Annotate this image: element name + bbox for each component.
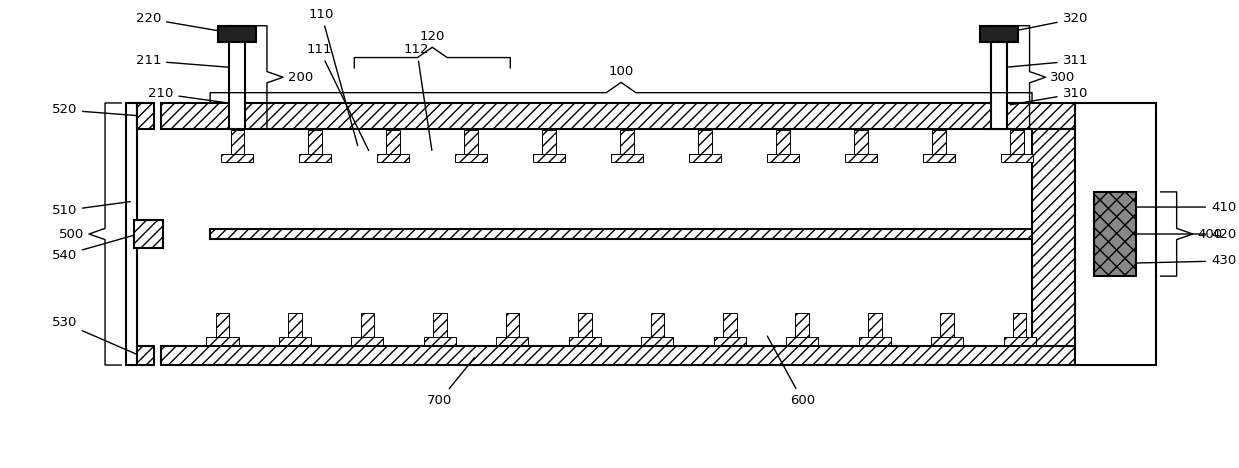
Text: 311: 311	[1002, 54, 1088, 67]
Bar	[1011, 130, 1023, 154]
Bar	[689, 154, 721, 162]
Bar	[1032, 129, 1075, 346]
Bar	[377, 154, 409, 162]
Bar	[161, 346, 1075, 365]
Text: 220: 220	[135, 12, 234, 33]
Text: 111: 111	[306, 43, 369, 151]
Bar	[279, 337, 311, 345]
Text: 320: 320	[1002, 12, 1088, 33]
Bar	[533, 154, 565, 162]
Bar	[289, 313, 302, 337]
Bar	[230, 130, 244, 154]
Text: 300: 300	[1051, 71, 1075, 84]
Bar	[161, 103, 1075, 129]
Text: 120: 120	[420, 29, 445, 43]
Bar	[940, 313, 954, 337]
Bar	[932, 337, 963, 345]
Bar	[465, 130, 478, 154]
Text: 310: 310	[1010, 87, 1088, 105]
Text: 110: 110	[309, 7, 358, 146]
Text: 520: 520	[52, 103, 138, 117]
Bar	[138, 103, 155, 129]
Text: 600: 600	[767, 336, 815, 407]
Bar	[611, 154, 643, 162]
Text: 500: 500	[59, 227, 84, 241]
Bar	[642, 337, 673, 345]
Bar	[138, 346, 155, 365]
Bar	[543, 130, 556, 154]
Bar	[787, 337, 818, 345]
Bar	[216, 313, 229, 337]
Text: 540: 540	[52, 235, 135, 262]
Bar	[211, 229, 1032, 239]
Bar	[126, 103, 138, 365]
Text: 510: 510	[52, 202, 130, 217]
Bar	[980, 26, 1018, 42]
Bar	[218, 26, 255, 42]
Text: 200: 200	[287, 71, 313, 84]
Bar	[869, 313, 881, 337]
Bar	[767, 154, 799, 162]
Bar	[650, 313, 664, 337]
Text: 410: 410	[1119, 201, 1237, 213]
Bar	[724, 313, 737, 337]
Bar	[1075, 103, 1156, 365]
Bar	[352, 337, 384, 345]
Bar	[795, 313, 809, 337]
Bar	[207, 337, 239, 345]
Text: 530: 530	[52, 316, 138, 355]
Bar	[229, 26, 245, 129]
Bar	[933, 130, 947, 154]
Text: 700: 700	[427, 358, 475, 407]
Bar	[579, 313, 592, 337]
Bar	[424, 337, 456, 345]
Bar	[621, 130, 634, 154]
Bar	[859, 337, 891, 345]
Bar	[1094, 192, 1136, 276]
Bar	[134, 220, 164, 248]
Bar	[387, 130, 400, 154]
Text: 112: 112	[404, 43, 432, 150]
Text: 400: 400	[1198, 227, 1223, 241]
Bar	[699, 130, 712, 154]
Text: 211: 211	[135, 54, 234, 68]
Bar	[434, 313, 447, 337]
Bar	[300, 154, 331, 162]
Bar	[309, 130, 322, 154]
Bar	[1004, 337, 1036, 345]
Bar	[855, 130, 869, 154]
Text: 430: 430	[1119, 255, 1237, 267]
Bar	[1001, 154, 1033, 162]
Bar	[923, 154, 955, 162]
Bar	[991, 26, 1007, 129]
Bar	[455, 154, 487, 162]
Text: 100: 100	[608, 65, 633, 78]
Bar	[497, 337, 529, 345]
Bar	[222, 154, 253, 162]
Bar	[506, 313, 519, 337]
Text: 210: 210	[147, 87, 242, 105]
Bar	[1014, 313, 1026, 337]
Bar	[845, 154, 877, 162]
Bar	[777, 130, 790, 154]
Bar	[361, 313, 374, 337]
Text: 420: 420	[1119, 227, 1237, 241]
Bar	[714, 337, 746, 345]
Bar	[569, 337, 601, 345]
